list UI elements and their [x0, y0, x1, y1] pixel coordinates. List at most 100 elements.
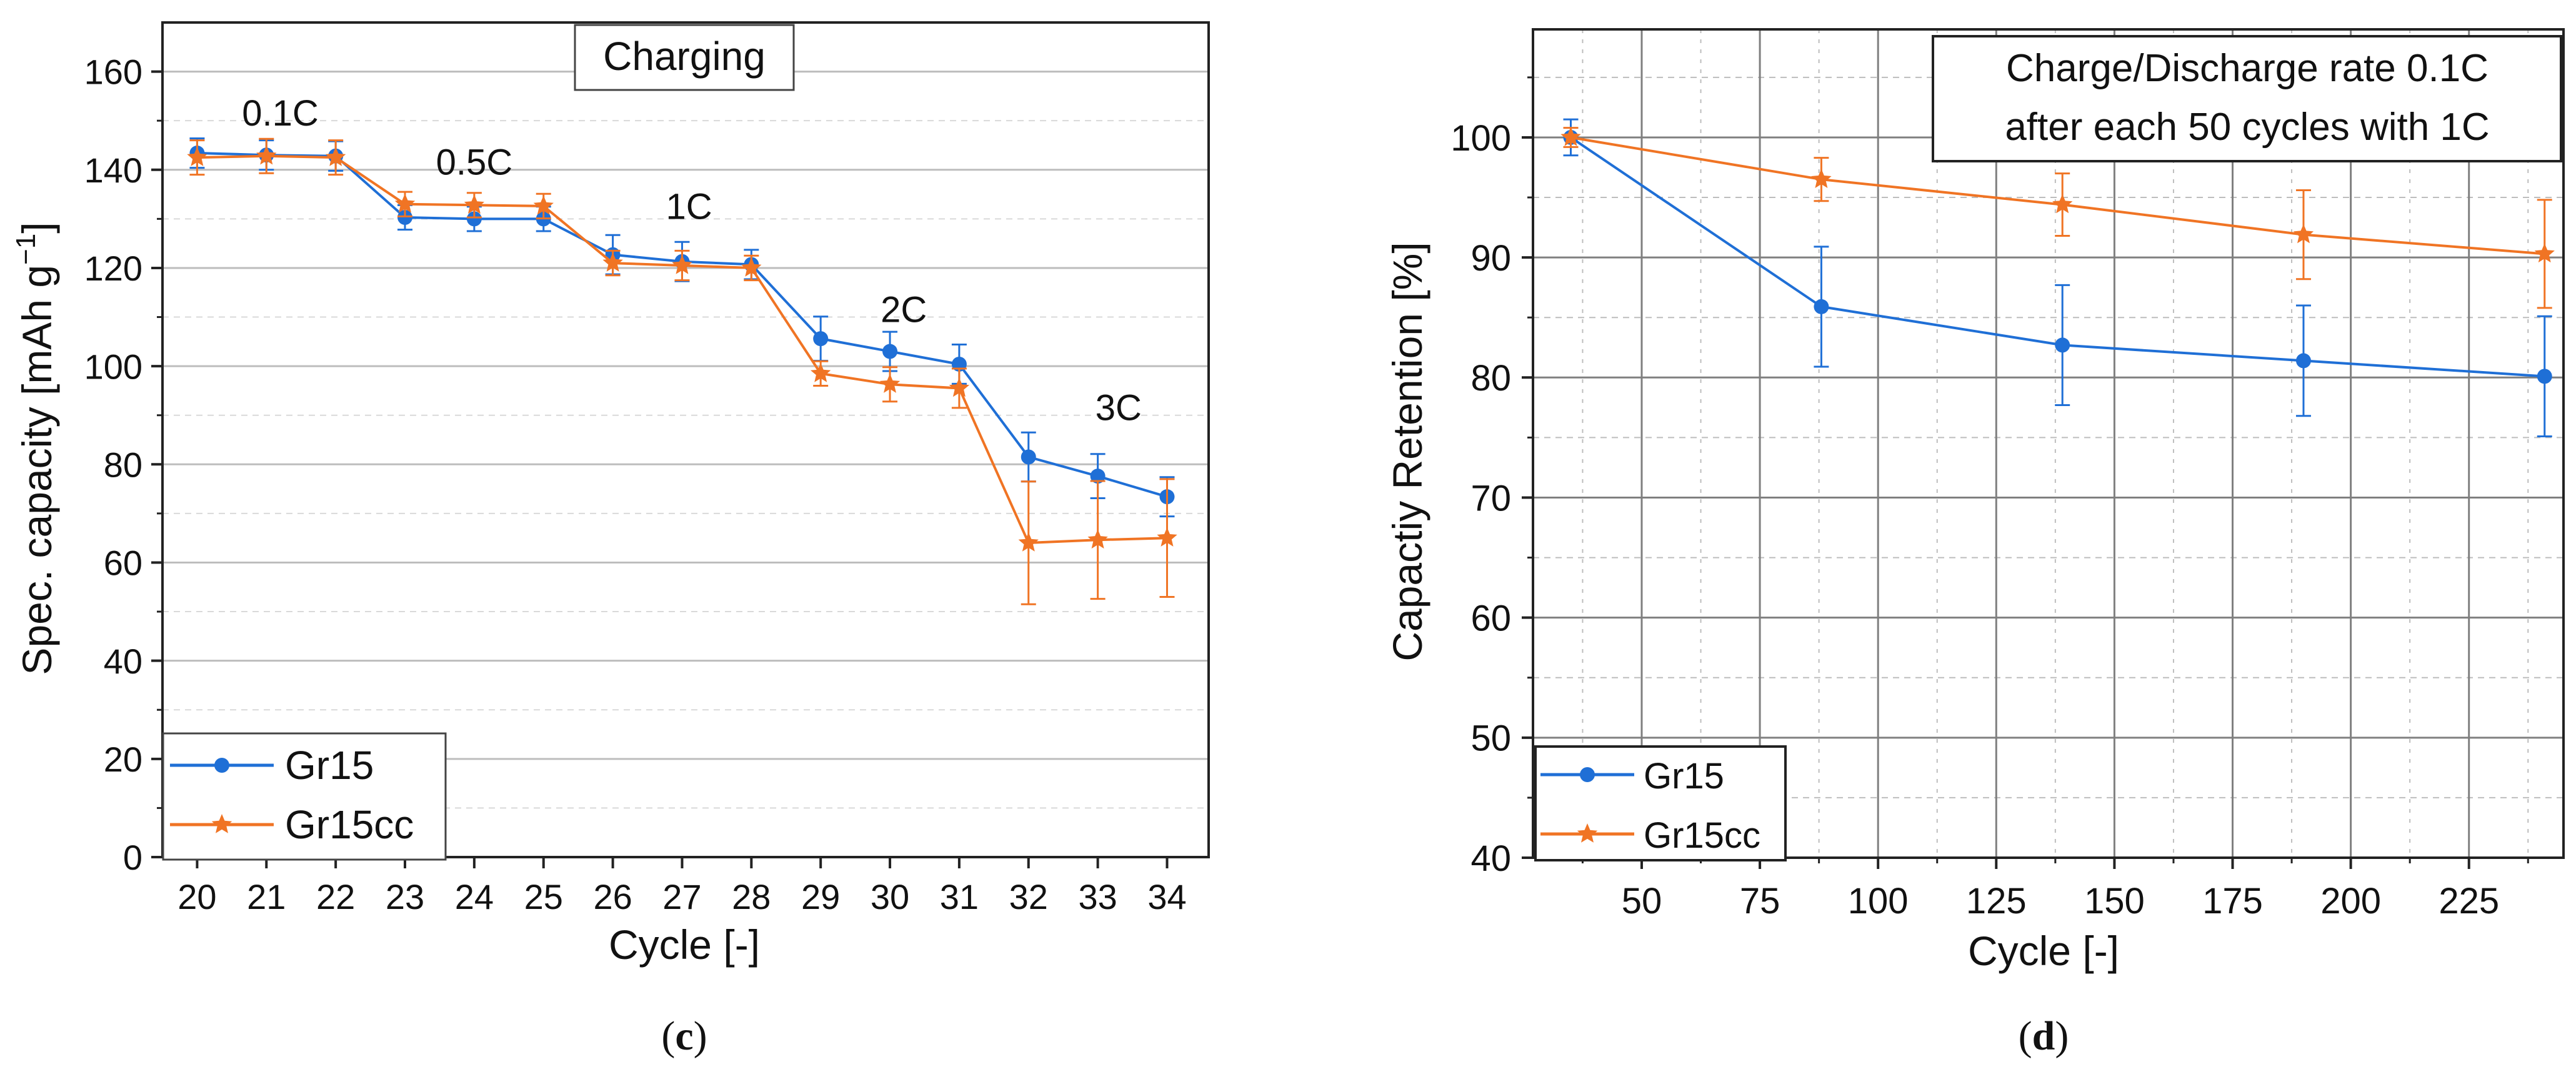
- c-point-gr15cc-26: [602, 252, 623, 272]
- c-x-tick-25: 25: [524, 877, 563, 916]
- d-x-tick-75: 75: [1740, 881, 1780, 921]
- c-x-tick-31: 31: [940, 877, 979, 916]
- d-y-tick-40: 40: [1470, 838, 1511, 879]
- d-title-box: Charge/Discharge rate 0.1C after each 50…: [1932, 35, 2562, 162]
- c-legend-marker-gr15cc: [211, 814, 232, 833]
- c-series-gr15cc: [187, 137, 1177, 605]
- chart-panel-d: 40 50 60 70 80 90 100 50 75 100 125 150 175 200 225 C…: [1384, 28, 2565, 1059]
- c-point-gr15cc-21: [256, 145, 277, 165]
- d-title-line-2: after each 50 cycles with 1C: [2005, 106, 2489, 149]
- d-legend-marker-gr15: [1580, 767, 1595, 782]
- c-panel-label: (c): [661, 1013, 707, 1059]
- d-legend-label-gr15cc: Gr15cc: [1644, 815, 1760, 856]
- c-point-gr15cc-28: [741, 257, 762, 277]
- c-y-axis-label-sup: −1: [11, 234, 41, 265]
- c-point-gr15cc-20: [187, 147, 207, 166]
- c-point-gr15-23: [397, 209, 413, 225]
- d-y-tick-50: 50: [1470, 718, 1511, 759]
- c-point-gr15cc-30: [879, 374, 901, 393]
- c-annotation-2: 1C: [666, 186, 712, 227]
- d-y-tick-70: 70: [1470, 478, 1511, 519]
- c-x-tick-28: 28: [732, 877, 771, 916]
- d-point-gr15cc-190: [2293, 224, 2314, 244]
- c-point-gr15-29: [813, 331, 829, 347]
- c-point-gr15cc-23: [394, 193, 416, 213]
- c-legend-label-gr15: Gr15: [285, 743, 374, 788]
- c-annotation-1: 0.5C: [436, 142, 513, 183]
- c-point-gr15-24: [466, 211, 482, 227]
- c-point-gr15-30: [882, 344, 898, 359]
- d-gridlines: [1533, 29, 2564, 858]
- chart-panel-c: 0 20 40 60 80 100 120 140 160 20 21 22 23 24 25 26 27 28…: [11, 21, 1210, 1059]
- d-point-gr15cc-88: [1811, 169, 1832, 188]
- c-legend-marker-gr15: [214, 758, 229, 773]
- d-legend-label-gr15: Gr15: [1644, 756, 1724, 797]
- c-point-gr15cc-32: [1018, 532, 1039, 552]
- c-y-tick-0: 0: [123, 838, 142, 877]
- d-y-axis-ticks: 40 50 60 70 80 90 100: [1450, 76, 1533, 879]
- d-panel-label: (d): [2019, 1013, 2069, 1059]
- c-annotation-4: 3C: [1096, 388, 1142, 429]
- d-x-tick-125: 125: [1966, 881, 2027, 921]
- c-point-gr15cc-34: [1157, 527, 1177, 547]
- d-x-axis-label: Cycle [-]: [1968, 928, 2119, 974]
- d-x-tick-175: 175: [2202, 881, 2263, 921]
- c-point-gr15-33: [1090, 469, 1106, 484]
- d-y-tick-80: 80: [1470, 358, 1511, 399]
- c-x-tick-32: 32: [1009, 877, 1048, 916]
- c-title-box: Charging: [574, 24, 795, 91]
- c-y-tick-20: 20: [104, 740, 142, 779]
- d-legend-marker-gr15cc: [1577, 823, 1598, 843]
- d-series-gr15cc: [1560, 127, 2555, 309]
- c-y-axis-ticks: 0 20 40 60 80 100 120 140 160: [84, 52, 162, 877]
- c-point-gr15-32: [1021, 449, 1036, 465]
- c-x-tick-21: 21: [247, 877, 286, 916]
- c-y-tick-60: 60: [104, 543, 142, 583]
- d-y-tick-60: 60: [1470, 598, 1511, 639]
- d-panel-letter: d: [2032, 1013, 2055, 1059]
- d-x-axis-ticks: 50 75 100 125 150 175 200 225: [1581, 858, 2529, 921]
- c-x-tick-27: 27: [662, 877, 701, 916]
- d-series-layer: [1560, 118, 2555, 437]
- c-y-tick-140: 140: [84, 151, 142, 190]
- d-point-gr15cc-139: [2052, 194, 2073, 214]
- c-x-axis-ticks: 20 21 22 23 24 25 26 27 28 29 30 31 32 33 34: [177, 857, 1187, 916]
- c-y-tick-100: 100: [84, 347, 142, 386]
- d-title-line-1: Charge/Discharge rate 0.1C: [2006, 47, 2489, 90]
- c-point-gr15cc-22: [326, 147, 346, 166]
- c-title: Charging: [603, 34, 766, 79]
- d-point-gr15cc-241: [2534, 243, 2555, 263]
- d-legend-frame: [1534, 745, 1787, 861]
- c-point-gr15cc-24: [464, 194, 484, 214]
- c-y-tick-160: 160: [84, 52, 142, 92]
- c-x-tick-29: 29: [801, 877, 840, 916]
- c-x-tick-34: 34: [1147, 877, 1186, 916]
- c-point-gr15cc-31: [949, 377, 970, 397]
- d-point-gr15-190: [2295, 353, 2311, 369]
- d-title-frame: [1932, 35, 2562, 162]
- c-annotation-3: 2C: [881, 289, 927, 330]
- c-x-tick-26: 26: [593, 877, 632, 916]
- c-panel-letter: c: [675, 1013, 693, 1059]
- c-rate-annotations: 0.1C 0.5C 1C 2C 3C: [242, 93, 1142, 429]
- c-x-tick-20: 20: [177, 877, 216, 916]
- d-y-tick-90: 90: [1470, 238, 1511, 279]
- c-point-gr15cc-33: [1087, 529, 1108, 549]
- d-legend: Gr15 Gr15cc: [1534, 745, 1787, 861]
- c-x-tick-30: 30: [871, 877, 909, 916]
- d-y-axis-label: Capactiy Retention [%]: [1384, 242, 1430, 661]
- c-x-axis-label: Cycle [-]: [609, 921, 760, 968]
- c-legend: Gr15 Gr15cc: [162, 732, 447, 861]
- c-legend-label-gr15cc: Gr15cc: [285, 802, 414, 847]
- c-title-frame: [574, 24, 795, 91]
- d-point-gr15-139: [2055, 337, 2070, 353]
- d-x-tick-150: 150: [2084, 881, 2145, 921]
- c-x-tick-22: 22: [316, 877, 355, 916]
- d-point-gr15cc-35: [1560, 127, 1581, 146]
- c-gridlines: [162, 71, 1209, 809]
- c-x-tick-24: 24: [455, 877, 494, 916]
- c-y-tick-80: 80: [104, 445, 142, 484]
- d-x-tick-50: 50: [1622, 881, 1662, 921]
